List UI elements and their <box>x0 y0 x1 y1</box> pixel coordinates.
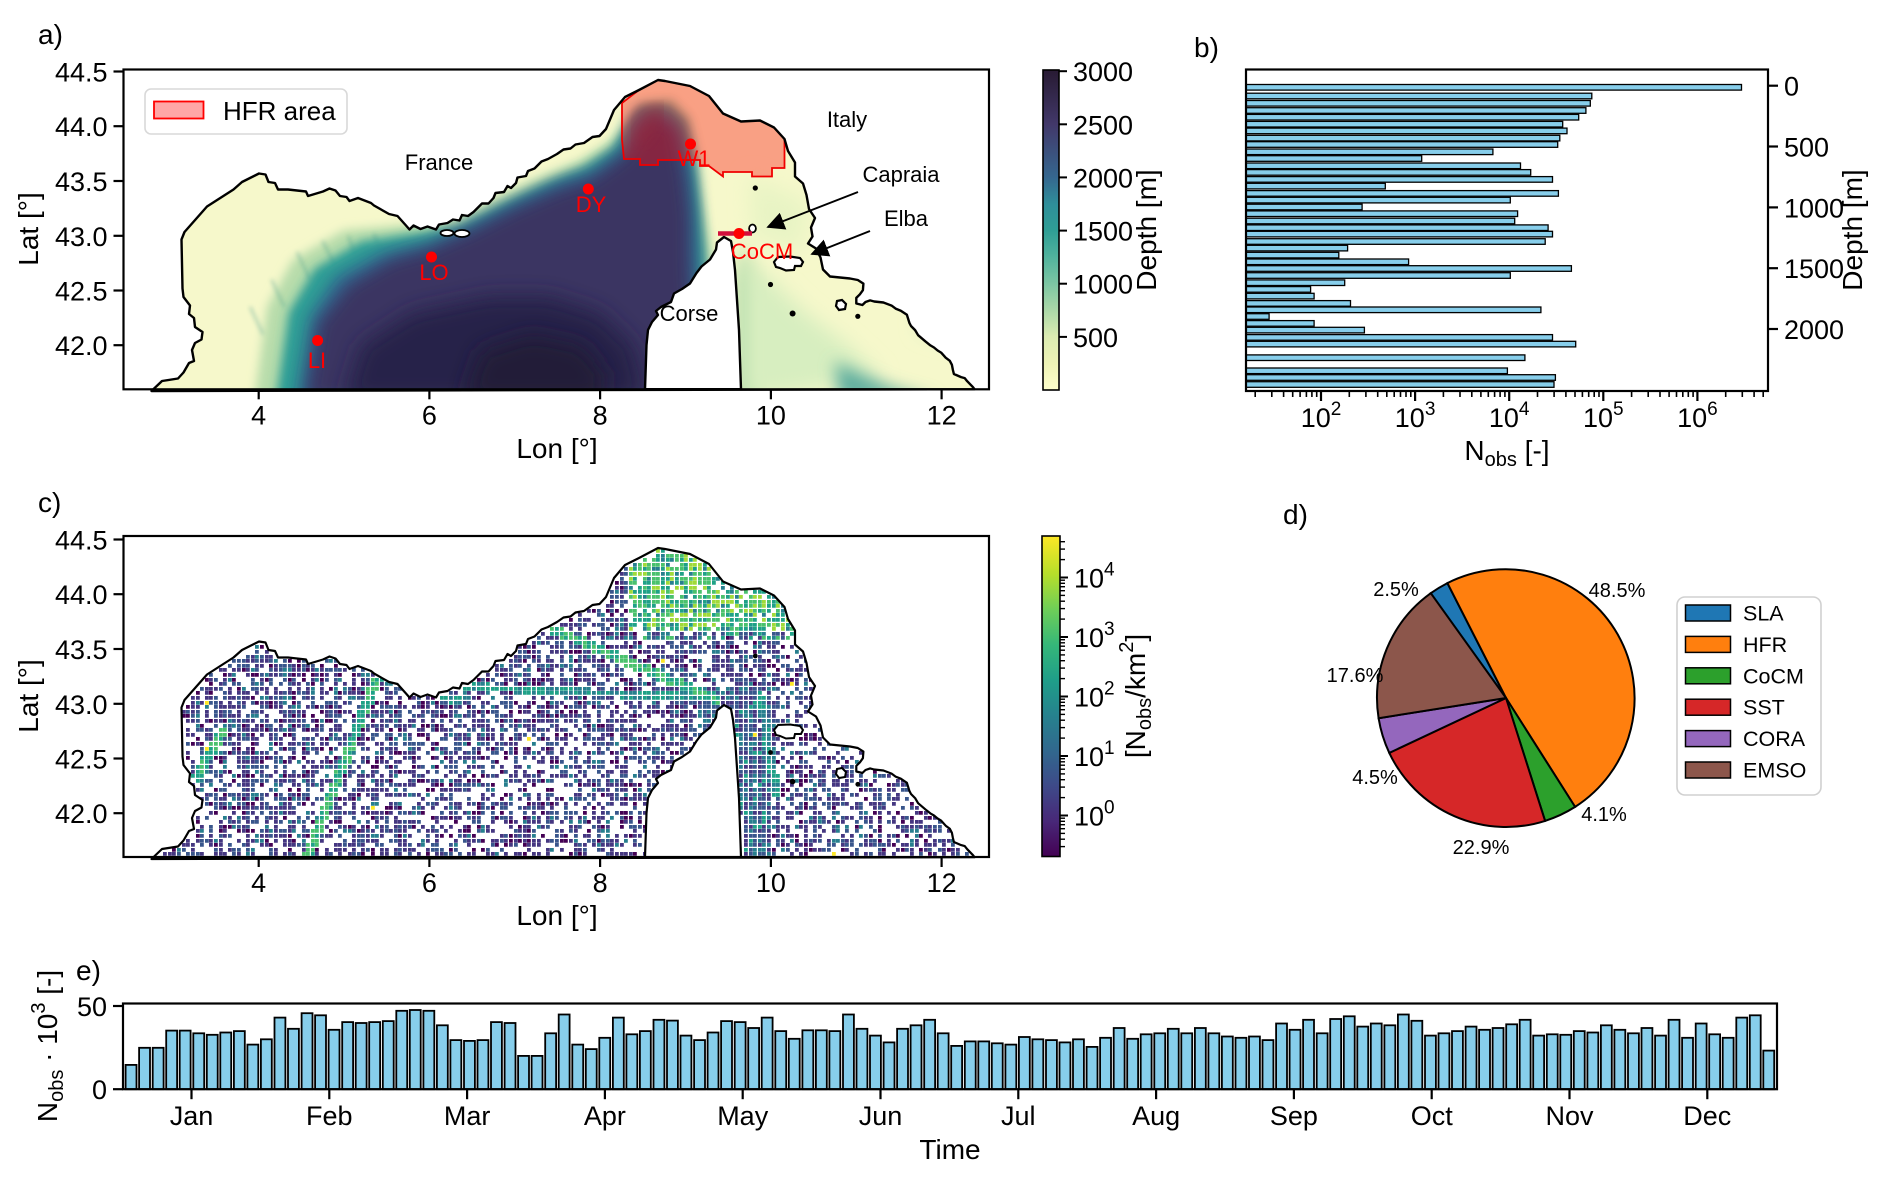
svg-text:EMSO: EMSO <box>1743 759 1806 783</box>
svg-text:3000: 3000 <box>1073 57 1133 87</box>
svg-text:SLA: SLA <box>1743 602 1784 626</box>
svg-text:104: 104 <box>1489 399 1530 433</box>
svg-text:Nobs [-]: Nobs [-] <box>1464 435 1549 471</box>
svg-text:Sep: Sep <box>1270 1101 1318 1131</box>
svg-text:LO: LO <box>419 260 448 285</box>
svg-text:42.5: 42.5 <box>55 745 108 775</box>
svg-text:44.0: 44.0 <box>55 112 108 142</box>
svg-text:1500: 1500 <box>1784 254 1844 284</box>
svg-text:6: 6 <box>422 868 437 898</box>
svg-text:b): b) <box>1194 32 1219 63</box>
svg-text:103: 103 <box>1074 619 1115 653</box>
svg-text:Depth [m]: Depth [m] <box>1837 169 1868 290</box>
svg-text:Jun: Jun <box>859 1101 903 1131</box>
svg-text:10: 10 <box>756 868 786 898</box>
svg-text:4.5%: 4.5% <box>1352 767 1398 789</box>
svg-text:Italy: Italy <box>827 107 867 132</box>
svg-text:Lat [°]: Lat [°] <box>13 192 44 265</box>
svg-text:CORA: CORA <box>1743 727 1806 751</box>
svg-text:105: 105 <box>1583 399 1624 433</box>
svg-text:e): e) <box>76 955 101 986</box>
svg-text:0: 0 <box>92 1075 107 1105</box>
svg-text:12: 12 <box>927 868 957 898</box>
svg-text:42.5: 42.5 <box>55 277 108 307</box>
svg-text:a): a) <box>38 19 63 50</box>
svg-text:LI: LI <box>308 348 326 373</box>
svg-text:May: May <box>717 1101 769 1131</box>
svg-text:42.0: 42.0 <box>55 331 108 361</box>
svg-text:2.5%: 2.5% <box>1373 579 1419 601</box>
svg-text:Depth [m]: Depth [m] <box>1131 169 1162 290</box>
svg-text:1500: 1500 <box>1073 217 1133 247</box>
svg-text:100: 100 <box>1074 798 1115 832</box>
svg-text:HFR: HFR <box>1743 633 1787 657</box>
svg-text:Jan: Jan <box>170 1101 214 1131</box>
svg-text:103: 103 <box>1395 399 1436 433</box>
svg-text:Nobs · 103 [-]: Nobs · 103 [-] <box>28 970 68 1122</box>
svg-text:106: 106 <box>1677 399 1718 433</box>
svg-text:4: 4 <box>251 400 266 430</box>
svg-text:Feb: Feb <box>306 1101 353 1131</box>
svg-text:Jul: Jul <box>1001 1101 1036 1131</box>
svg-text:22.9%: 22.9% <box>1453 837 1510 859</box>
svg-text:44.5: 44.5 <box>55 58 108 88</box>
svg-text:43.5: 43.5 <box>55 635 108 665</box>
svg-text:4: 4 <box>251 868 266 898</box>
svg-text:0: 0 <box>1784 72 1799 102</box>
svg-text:8: 8 <box>593 400 608 430</box>
svg-text:Corse: Corse <box>660 301 719 326</box>
svg-text:Apr: Apr <box>584 1101 626 1131</box>
svg-text:SST: SST <box>1743 696 1785 720</box>
svg-text:2000: 2000 <box>1784 315 1844 345</box>
svg-text:12: 12 <box>927 400 957 430</box>
svg-text:DY: DY <box>576 192 607 217</box>
svg-text:6: 6 <box>422 400 437 430</box>
svg-text:[Nobs/km2]: [Nobs/km2] <box>1116 634 1156 758</box>
svg-text:Nov: Nov <box>1545 1101 1594 1131</box>
svg-text:Capraia: Capraia <box>862 162 940 187</box>
svg-text:c): c) <box>38 487 61 518</box>
svg-text:10: 10 <box>756 400 786 430</box>
svg-text:d): d) <box>1283 499 1308 530</box>
svg-text:102: 102 <box>1074 679 1115 713</box>
svg-text:1000: 1000 <box>1073 270 1133 300</box>
svg-text:HFR area: HFR area <box>223 96 336 126</box>
svg-text:Lon [°]: Lon [°] <box>516 433 597 464</box>
svg-text:Lon [°]: Lon [°] <box>516 900 597 931</box>
svg-text:43.0: 43.0 <box>55 222 108 252</box>
svg-text:102: 102 <box>1301 399 1342 433</box>
svg-text:1000: 1000 <box>1784 193 1844 223</box>
svg-text:44.0: 44.0 <box>55 580 108 610</box>
svg-text:CoCM: CoCM <box>1743 664 1804 688</box>
svg-text:43.0: 43.0 <box>55 690 108 720</box>
svg-text:Time: Time <box>919 1134 980 1165</box>
svg-text:101: 101 <box>1074 738 1115 772</box>
svg-text:CoCM: CoCM <box>731 239 793 264</box>
svg-text:4.1%: 4.1% <box>1581 804 1627 826</box>
svg-text:Lat [°]: Lat [°] <box>13 659 44 732</box>
svg-text:Oct: Oct <box>1411 1101 1454 1131</box>
svg-text:50: 50 <box>77 992 107 1022</box>
svg-text:France: France <box>405 150 473 175</box>
svg-text:Dec: Dec <box>1683 1101 1731 1131</box>
svg-text:Mar: Mar <box>444 1101 491 1131</box>
svg-text:48.5%: 48.5% <box>1589 580 1646 602</box>
svg-text:44.5: 44.5 <box>55 526 108 556</box>
svg-text:Aug: Aug <box>1132 1101 1180 1131</box>
svg-text:104: 104 <box>1074 560 1115 594</box>
svg-text:43.5: 43.5 <box>55 167 108 197</box>
svg-text:500: 500 <box>1784 133 1829 163</box>
svg-text:2500: 2500 <box>1073 110 1133 140</box>
svg-text:500: 500 <box>1073 323 1118 353</box>
svg-text:Elba: Elba <box>884 206 929 231</box>
svg-text:8: 8 <box>593 868 608 898</box>
svg-text:17.6%: 17.6% <box>1327 665 1384 687</box>
svg-text:42.0: 42.0 <box>55 799 108 829</box>
svg-text:W1: W1 <box>678 146 711 171</box>
svg-text:2000: 2000 <box>1073 163 1133 193</box>
